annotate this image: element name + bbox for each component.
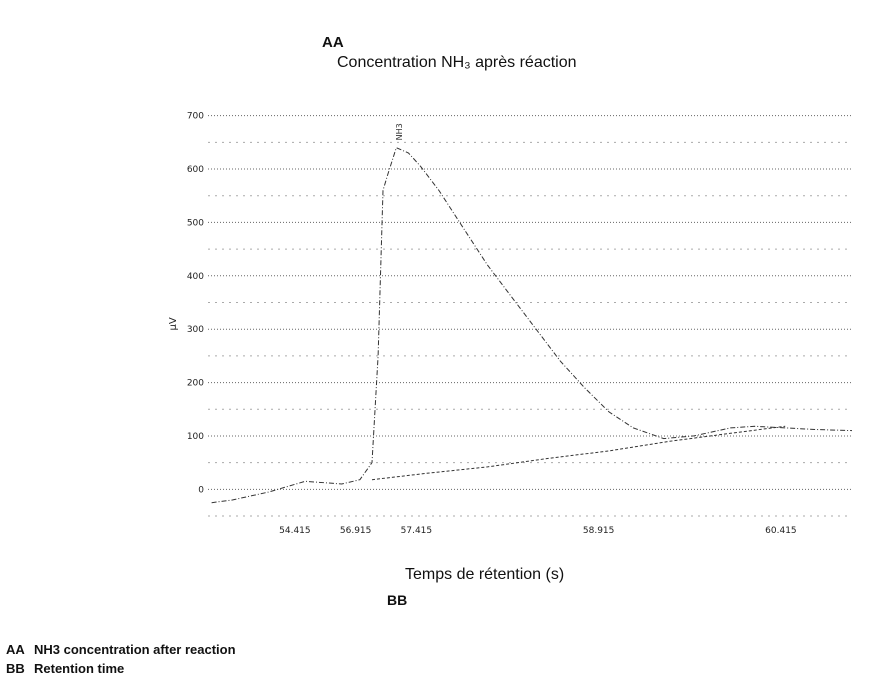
label-aa: AA bbox=[322, 34, 344, 51]
y-tick-label: 0 bbox=[198, 485, 204, 495]
legend-key: BB bbox=[6, 661, 25, 676]
y-axis-label: µV bbox=[168, 317, 179, 330]
legend-key: AA bbox=[6, 642, 25, 657]
y-tick-label: 600 bbox=[187, 165, 204, 175]
y-tick-label: 500 bbox=[187, 218, 204, 228]
y-tick-label: 300 bbox=[187, 325, 204, 335]
x-tick-label: 54.415 bbox=[279, 526, 311, 536]
x-tick-label: 60.415 bbox=[765, 526, 797, 536]
legend-text: NH3 concentration after reaction bbox=[34, 642, 236, 657]
gridlines bbox=[208, 115, 852, 517]
y-tick-label: 100 bbox=[187, 432, 204, 442]
series-line-2 bbox=[371, 425, 786, 481]
y-tick-labels: 0 100 200 300 400 500 600 700 bbox=[187, 112, 204, 496]
legend: AA NH3 concentration after reaction BB Ret… bbox=[6, 640, 236, 678]
series-line-1 bbox=[211, 147, 853, 504]
x-axis-label: Temps de rétention (s) bbox=[405, 566, 565, 583]
x-tick-label: 57.415 bbox=[401, 526, 433, 536]
legend-item-bb: BB Retention time bbox=[6, 659, 236, 678]
peak-label: NH3 bbox=[395, 123, 404, 140]
y-tick-label: 200 bbox=[187, 379, 204, 389]
label-bb: BB bbox=[387, 592, 408, 608]
chart-svg: 0 100 200 300 400 500 600 700 54.415 56.915 57.41… bbox=[168, 112, 853, 536]
x-tick-label: 56.915 bbox=[340, 526, 372, 536]
x-tick-label: 58.915 bbox=[583, 526, 615, 536]
x-tick-labels: 54.415 56.915 57.415 58.915 60.415 bbox=[279, 526, 797, 536]
y-tick-label: 400 bbox=[187, 272, 204, 282]
y-tick-label: 700 bbox=[187, 112, 204, 122]
legend-text: Retention time bbox=[34, 661, 125, 676]
legend-item-aa: AA NH3 concentration after reaction bbox=[6, 640, 236, 659]
chart-title: Concentration NH₃ après réaction bbox=[337, 54, 577, 71]
series-group bbox=[211, 147, 853, 504]
